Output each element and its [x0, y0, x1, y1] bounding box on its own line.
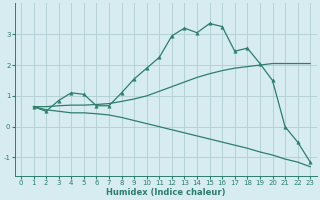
X-axis label: Humidex (Indice chaleur): Humidex (Indice chaleur)	[106, 188, 225, 197]
